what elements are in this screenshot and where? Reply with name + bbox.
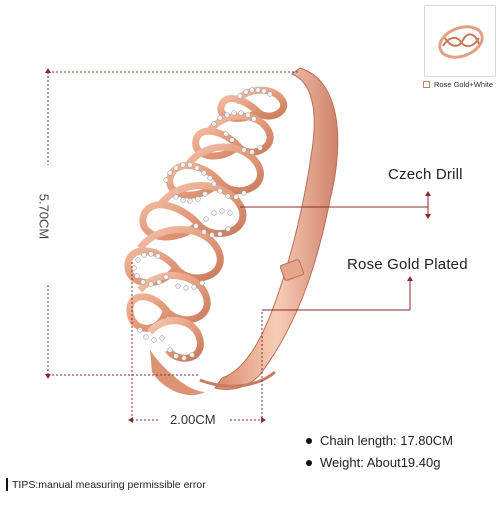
thumbnail-graphic [438,25,484,59]
color-option[interactable]: Rose Gold+White [423,80,493,89]
bullet-icon [306,438,312,444]
tips-note: TIPS:manual measuring permissible error [6,478,206,491]
spec-chain-length: Chain length: 17.80CM [306,430,453,452]
tips-text: TIPS:manual measuring permissible error [12,478,206,491]
spec-text: Chain length: 17.80CM [320,433,453,448]
callout-rose-gold-plated: Rose Gold Plated [347,256,468,273]
spec-weight: Weight: About19.40g [306,452,453,474]
height-dimension-label: 5.70CM [36,193,52,240]
color-option-label: Rose Gold+White [434,80,493,89]
width-dimension-label: 2.00CM [170,412,216,427]
bullet-icon [306,460,312,466]
color-swatch [423,81,430,88]
bracelet-thumbnail-icon[interactable] [424,5,496,77]
tips-marker [6,478,8,491]
spec-list: Chain length: 17.80CM Weight: About19.40… [306,430,453,474]
spec-text: Weight: About19.40g [320,455,441,470]
callout-czech-drill: Czech Drill [388,166,463,183]
